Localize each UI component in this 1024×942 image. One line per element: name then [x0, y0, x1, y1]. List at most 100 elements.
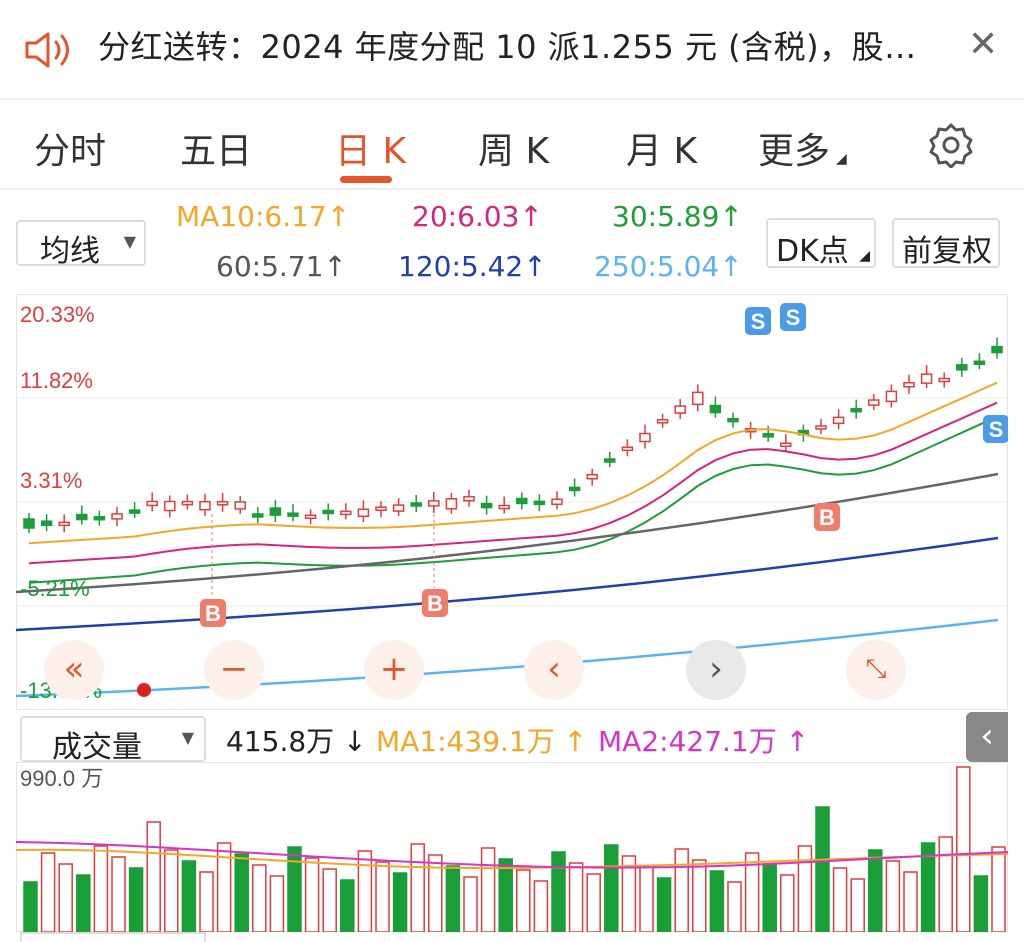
tab-minute[interactable]: 分时 — [34, 131, 107, 172]
tab-monthly-k[interactable]: 月 K — [626, 131, 698, 172]
volume-bar — [216, 842, 232, 932]
notice-text[interactable]: 分红送转：2024 年度分配 10 派1.255 元 (含税)，股… — [98, 28, 917, 66]
volume-ma2: MA2:427.1万 ↑ — [598, 725, 810, 758]
volume-bar — [428, 854, 443, 932]
ma30-value: 30:5.89↑ — [612, 200, 743, 233]
candle — [304, 514, 317, 520]
candle — [762, 433, 774, 438]
sell-signal-badge-bg — [983, 415, 1008, 443]
tab-daily-k[interactable]: 日 K — [335, 131, 407, 172]
ma250-value: 250:5.04↑ — [594, 250, 743, 283]
volume-bar — [903, 871, 918, 932]
candle — [709, 404, 722, 414]
tab-more[interactable]: 更多 ◢ — [758, 122, 847, 174]
volume-bar — [604, 844, 619, 932]
scroll-right-button[interactable]: › — [686, 640, 746, 700]
volume-bar — [93, 845, 109, 932]
volume-bar — [23, 881, 38, 932]
close-icon[interactable]: ✕ — [968, 24, 999, 65]
volume-bar — [111, 856, 126, 932]
candle — [164, 500, 176, 512]
collapse-panel-button[interactable]: ‹ — [966, 712, 1008, 762]
volume-bar — [287, 846, 302, 932]
candle — [956, 364, 968, 371]
axis-label-low: -5.21% — [20, 576, 90, 601]
next-panel-select[interactable] — [20, 932, 206, 942]
buy-signal-badge: B — [427, 591, 443, 616]
candle — [991, 345, 1003, 354]
candle — [199, 500, 211, 511]
candle — [269, 507, 282, 516]
volume-select[interactable]: 成交量 ▼ — [20, 716, 206, 765]
volume-bar — [780, 874, 795, 932]
buy-signal-badge-bg — [814, 503, 840, 531]
ma10-line — [28, 381, 998, 545]
candle — [604, 458, 616, 463]
candle — [375, 506, 387, 511]
volume-bar — [920, 842, 936, 932]
candle — [410, 502, 422, 507]
active-tab-indicator — [340, 176, 392, 183]
volume-bar — [639, 866, 654, 932]
volume-bar — [727, 881, 742, 932]
tab-five-day[interactable]: 五日 — [180, 131, 253, 172]
indicator-select[interactable]: 均线 ▼ — [16, 220, 146, 269]
candle — [832, 416, 845, 425]
axis-label-mid: 3.31% — [20, 468, 82, 493]
gear-icon[interactable] — [928, 122, 974, 168]
volume-bar — [991, 846, 1006, 932]
volume-bar — [938, 836, 953, 932]
tab-weekly-k[interactable]: 周 K — [478, 131, 550, 172]
candle — [938, 377, 950, 383]
volume-bar — [832, 867, 848, 932]
candle — [850, 407, 862, 413]
candle — [480, 502, 493, 509]
volume-bar — [621, 855, 637, 932]
zoom-in-button[interactable]: + — [364, 640, 424, 700]
volume-bar — [762, 863, 777, 932]
candle — [128, 509, 141, 514]
volume-bar — [868, 849, 883, 932]
volume-bar — [533, 880, 549, 932]
ma120-value: 120:5.42↑ — [398, 250, 547, 283]
ma10-value: MA10:6.17↑ — [176, 200, 351, 233]
dk-point-label: DK点 — [776, 234, 849, 269]
candle — [551, 498, 563, 506]
candle — [568, 486, 581, 492]
volume-bar — [850, 878, 865, 932]
candle — [815, 425, 827, 430]
notice-bar[interactable]: 分红送转：2024 年度分配 10 派1.255 元 (含税)，股… ✕ — [0, 0, 1024, 100]
dk-point-button[interactable]: DK点 ◢ — [766, 218, 876, 269]
scroll-left-button[interactable]: ‹ — [524, 640, 584, 700]
volume-bar — [410, 843, 425, 932]
corner-triangle-icon: ◢ — [859, 248, 870, 264]
volume-axis-top: 990.0 万 — [20, 766, 103, 791]
period-tabs: 分时 五日 日 K 周 K 月 K 更多 ◢ — [0, 100, 1024, 190]
volume-bar — [973, 875, 989, 932]
volume-bar — [199, 871, 214, 932]
dropdown-arrow-icon: ▼ — [181, 728, 194, 747]
volume-bar — [815, 806, 830, 932]
volume-bar — [480, 847, 496, 932]
candle — [727, 417, 739, 423]
buy-signal-badge: B — [819, 505, 835, 530]
volume-ma1: MA1:439.1万 ↑ — [376, 725, 588, 758]
current-marker — [137, 683, 151, 697]
fullscreen-icon[interactable]: ⤡ — [846, 640, 906, 700]
volume-bar — [445, 865, 461, 932]
zoom-out-button[interactable]: − — [204, 640, 264, 700]
candle — [516, 497, 528, 505]
adjust-button[interactable]: 前复权 — [892, 218, 1000, 269]
volume-bar — [744, 852, 760, 932]
candle — [392, 504, 405, 512]
volume-ma2-line — [16, 841, 1008, 869]
volume-bar — [40, 852, 56, 932]
candle — [216, 501, 229, 506]
candle — [533, 500, 546, 506]
volume-bar — [516, 869, 531, 932]
jump-start-button[interactable]: « — [44, 640, 104, 700]
volume-bar — [797, 845, 813, 932]
volume-select-label: 成交量 — [52, 730, 142, 765]
candle — [656, 419, 669, 424]
